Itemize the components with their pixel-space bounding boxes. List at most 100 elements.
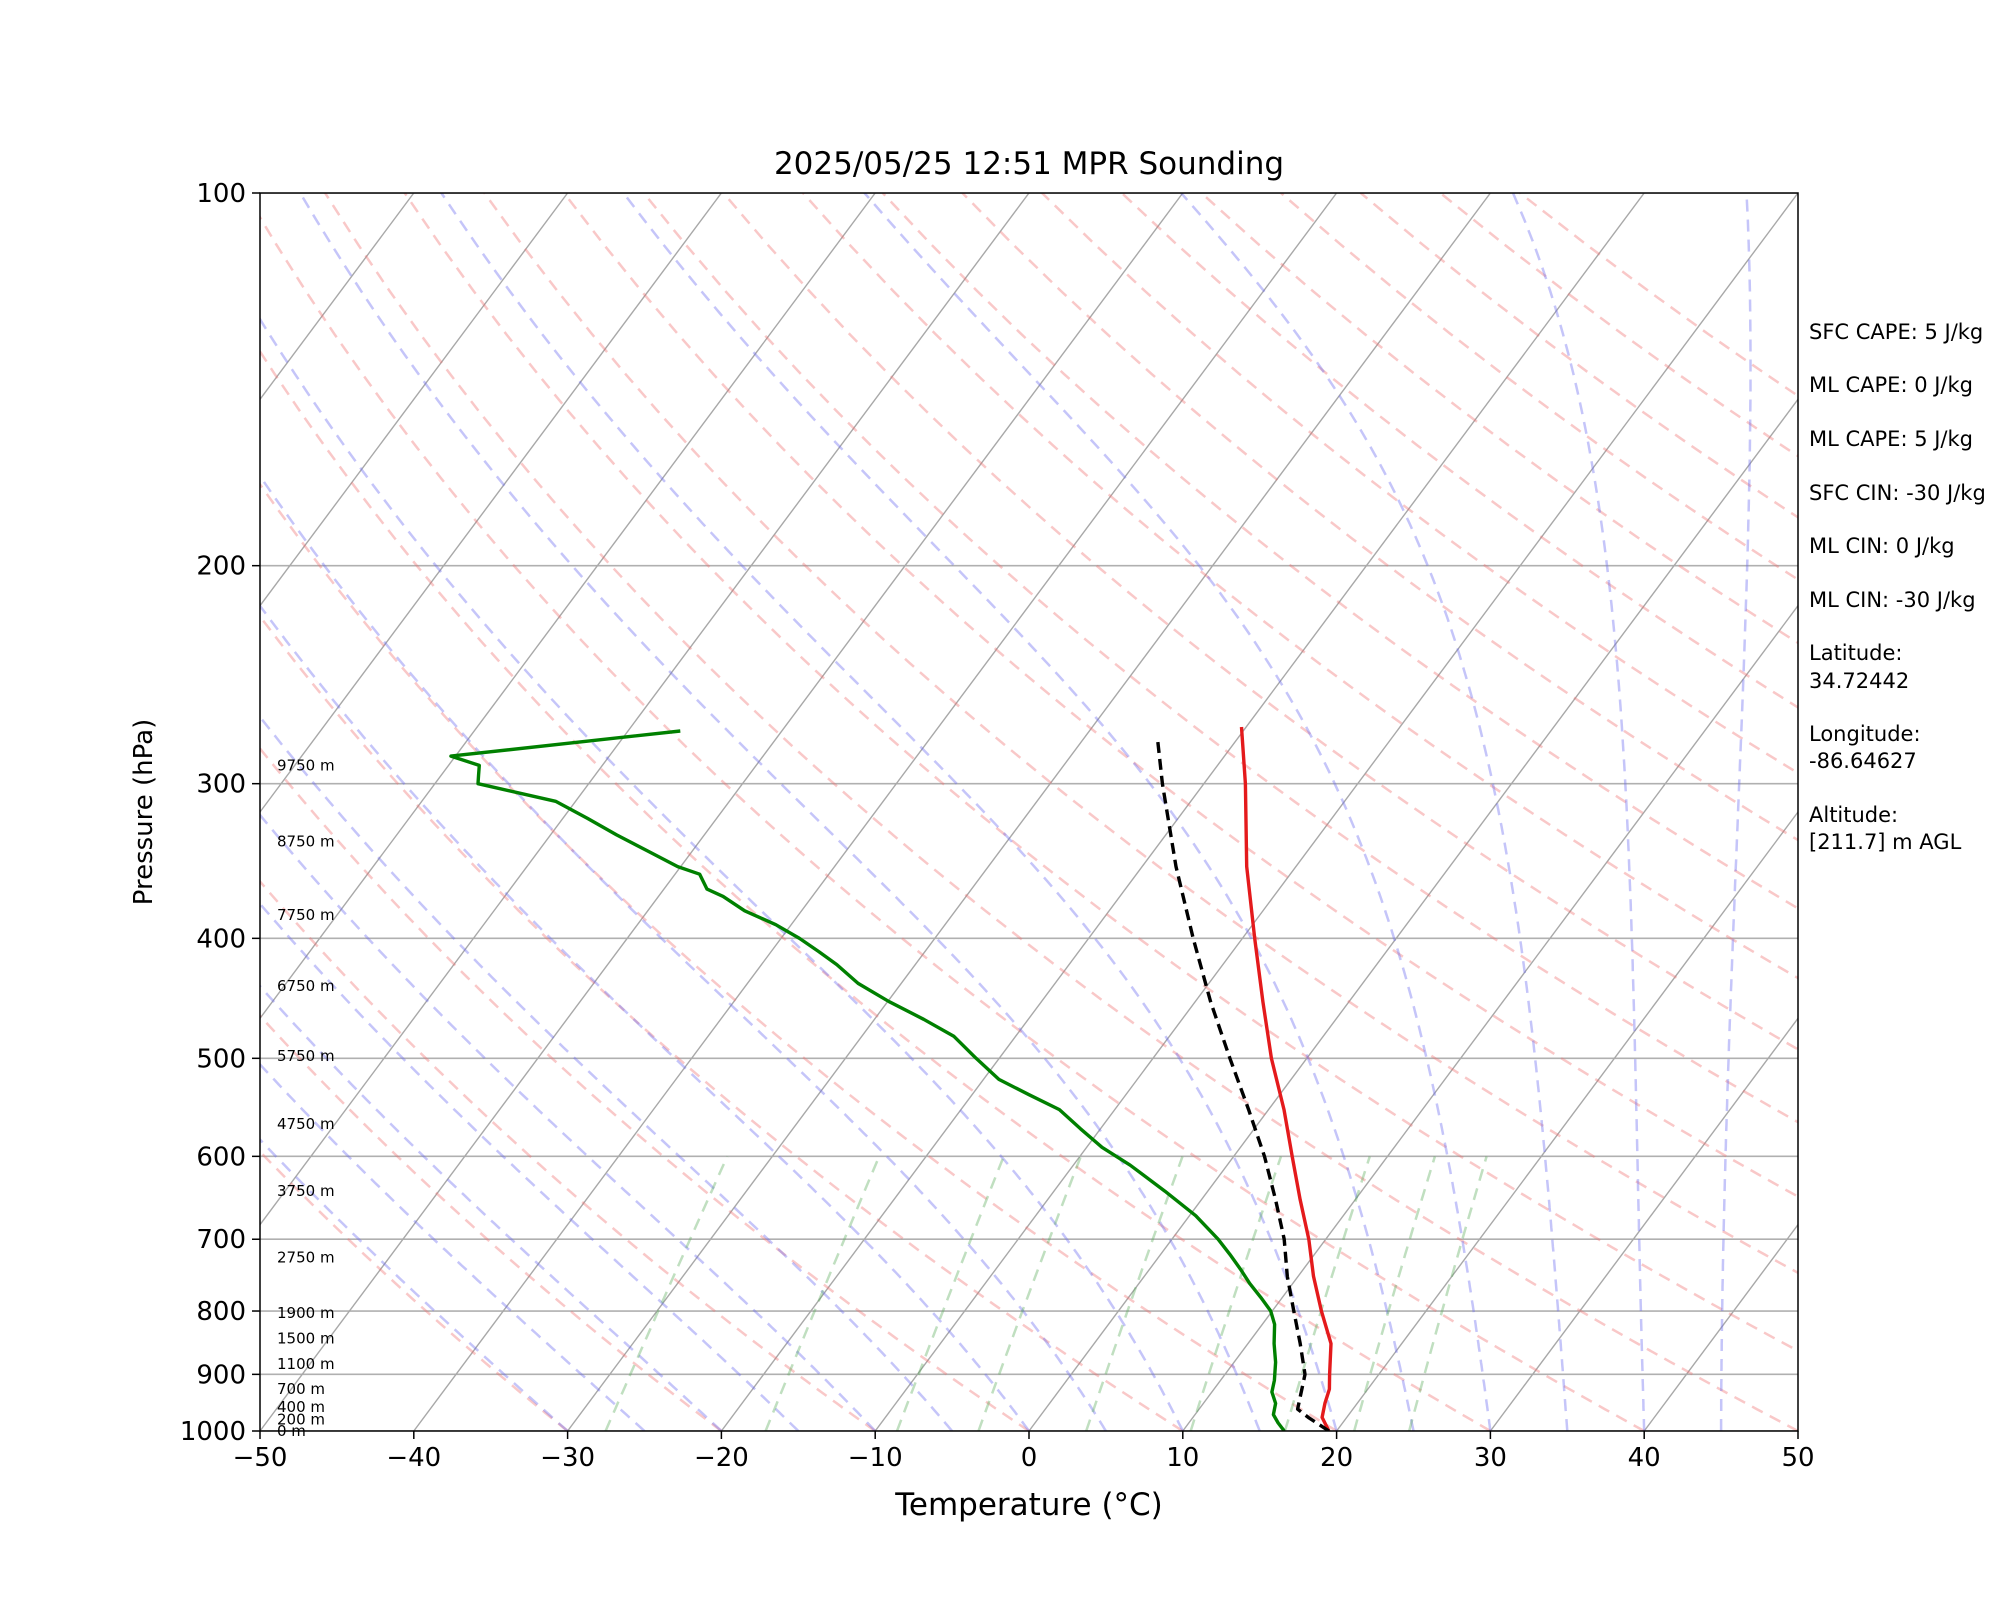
dry-adiabat-line xyxy=(1120,193,1798,709)
dry-adiabat-line xyxy=(260,746,1030,1431)
dry-adiabat-line xyxy=(403,193,1798,1353)
chart-title: 2025/05/25 12:51 MPR Sounding xyxy=(774,146,1284,182)
y-tick-label: 1000 xyxy=(180,1417,246,1447)
height-label: 8750 m xyxy=(277,832,335,850)
height-label: 1500 m xyxy=(277,1330,335,1348)
dry-adiabat-line xyxy=(260,1013,723,1431)
height-label: 1900 m xyxy=(277,1304,335,1322)
moist-adiabat-line xyxy=(622,193,1415,1431)
isotherm-line xyxy=(1028,398,1798,1431)
x-axis-label: Temperature (°C) xyxy=(894,1487,1163,1523)
moist-adiabat-line xyxy=(1511,193,1646,1431)
x-tick-label: 50 xyxy=(1781,1443,1814,1473)
isotherm-line xyxy=(874,193,1798,1431)
mixing-ratio-line xyxy=(895,1155,1005,1431)
moist-adiabat-line xyxy=(440,193,1338,1431)
height-label: 9750 m xyxy=(277,756,335,774)
moist-adiabat-line xyxy=(260,984,723,1431)
x-tick-label: −20 xyxy=(694,1443,749,1473)
moist-adiabat-line xyxy=(260,603,1031,1431)
dry-adiabat-line xyxy=(260,214,1645,1431)
ml-cape-text: ML CAPE: 0 J/kg xyxy=(1809,373,1973,397)
isotherm-line xyxy=(413,193,1338,1431)
y-axis-label: Pressure (hPa) xyxy=(129,719,159,906)
y-tick-label: 600 xyxy=(196,1142,246,1172)
dry-adiabat-line xyxy=(881,193,1798,910)
isotherm-line xyxy=(260,193,1184,1431)
dry-adiabat-line xyxy=(260,614,1184,1431)
dry-adiabat-line xyxy=(324,193,1798,1431)
dry-adiabat-line xyxy=(260,349,1492,1431)
moist-adiabat-line xyxy=(863,193,1492,1431)
altitude-label: Altitude: xyxy=(1809,803,1898,827)
y-tick-label: 100 xyxy=(196,179,246,209)
dry-adiabat-line xyxy=(260,879,876,1431)
parcel-profile-line xyxy=(1155,736,1330,1431)
isotherm-line xyxy=(1489,1017,1798,1431)
isotherm-line xyxy=(720,193,1645,1431)
moist-adiabat-line xyxy=(260,813,877,1431)
mixing-ratio-line xyxy=(977,1155,1082,1431)
height-label: 2750 m xyxy=(277,1248,335,1266)
isotherm-line xyxy=(260,193,569,607)
height-label: 700 m xyxy=(277,1380,325,1398)
annotation-panel: SFC CAPE: 5 J/kg ML CAPE: 0 J/kg ML CAPE… xyxy=(1809,320,1986,854)
moist-adiabat-line xyxy=(260,473,1107,1431)
temperature-profile-line xyxy=(1239,726,1333,1431)
dewpoint-profile-line xyxy=(449,729,1286,1431)
y-tick-label: 700 xyxy=(196,1225,246,1255)
mixing-ratio-line xyxy=(1189,1155,1283,1431)
isotherm-line xyxy=(1182,604,1798,1431)
y-tick-label: 400 xyxy=(196,924,246,954)
moist-adiabat-line xyxy=(1719,193,1752,1431)
ml-cin-text: ML CIN: 0 J/kg xyxy=(1809,534,1955,558)
moist-adiabat-line xyxy=(299,193,1261,1431)
latitude-label: Latitude: xyxy=(1809,641,1903,665)
axes: −50 −40 −30 −20 −10 0 10 20 30 40 50 100 200 300 400 50… xyxy=(180,179,1815,1473)
altitude-value: [211.7] m AGL xyxy=(1809,830,1962,854)
height-label: 3750 m xyxy=(277,1182,335,1200)
longitude-label: Longitude: xyxy=(1809,722,1921,746)
x-tick-label: −10 xyxy=(848,1443,903,1473)
x-tick-label: 40 xyxy=(1628,1443,1661,1473)
x-tick-label: −50 xyxy=(233,1443,288,1473)
height-label: 7750 m xyxy=(277,906,335,924)
height-label: 6750 m xyxy=(277,977,335,995)
moist-adiabat-line xyxy=(260,1062,646,1431)
mixing-ratio-line xyxy=(764,1155,881,1431)
grid-layer xyxy=(260,193,1798,1431)
dry-adiabat-line xyxy=(722,193,1798,1051)
mixing-ratio-line xyxy=(1407,1156,1488,1431)
y-tick-label: 200 xyxy=(196,552,246,582)
ml-cape-text-2: ML CAPE: 5 J/kg xyxy=(1809,427,1973,451)
moist-adiabat-line xyxy=(1180,193,1569,1431)
x-tick-label: 10 xyxy=(1166,1443,1199,1473)
longitude-value: -86.64627 xyxy=(1809,749,1917,773)
height-label: 5750 m xyxy=(277,1047,335,1065)
dry-adiabat-line xyxy=(260,482,1338,1431)
height-label: 4750 m xyxy=(277,1115,335,1133)
isotherm-line xyxy=(260,193,876,1020)
x-tick-label: −30 xyxy=(540,1443,595,1473)
height-label: 1100 m xyxy=(277,1355,335,1373)
x-tick-label: 0 xyxy=(1021,1443,1038,1473)
moist-adiabat-line xyxy=(260,901,800,1431)
mixing-ratio-line xyxy=(1352,1156,1437,1431)
mixing-ratio-line xyxy=(1085,1155,1184,1431)
ml-cin-text-2: ML CIN: -30 J/kg xyxy=(1809,588,1976,612)
sfc-cin-text: SFC CIN: -30 J/kg xyxy=(1809,481,1986,505)
x-tick-label: 30 xyxy=(1474,1443,1507,1473)
height-label: 200 m xyxy=(277,1411,325,1429)
y-tick-label: 800 xyxy=(196,1297,246,1327)
dry-adiabat-line xyxy=(483,193,1798,1275)
y-tick-label: 300 xyxy=(196,770,246,800)
series-layer xyxy=(449,726,1333,1431)
moist-adiabat-line xyxy=(260,316,1184,1431)
y-tick-label: 500 xyxy=(196,1044,246,1074)
isotherm-line xyxy=(567,193,1491,1431)
mixing-ratio-line xyxy=(604,1155,729,1431)
sfc-cape-text: SFC CAPE: 5 J/kg xyxy=(1809,320,1983,344)
x-tick-label: 20 xyxy=(1320,1443,1353,1473)
